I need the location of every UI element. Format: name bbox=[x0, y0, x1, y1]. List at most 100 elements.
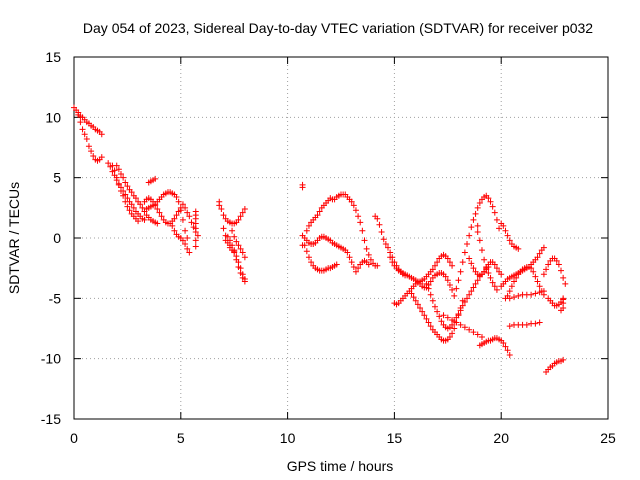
data-point-marker bbox=[158, 213, 165, 220]
data-point-marker bbox=[154, 220, 161, 227]
series-arc-34 bbox=[502, 288, 547, 302]
data-point-marker bbox=[506, 288, 513, 295]
data-point-marker bbox=[532, 290, 539, 297]
data-point-marker bbox=[553, 257, 560, 264]
data-point-marker bbox=[350, 202, 357, 209]
data-point-marker bbox=[122, 179, 129, 186]
series-arc-24 bbox=[408, 290, 466, 344]
data-point-marker bbox=[474, 331, 481, 338]
data-point-marker bbox=[466, 326, 473, 333]
data-point-marker bbox=[124, 183, 131, 190]
data-point-marker bbox=[455, 277, 462, 284]
data-point-marker bbox=[515, 292, 522, 299]
data-point-marker bbox=[141, 216, 148, 223]
data-point-marker bbox=[241, 276, 248, 283]
data-point-marker bbox=[352, 268, 359, 275]
data-point-marker bbox=[117, 171, 124, 178]
data-point-marker bbox=[491, 283, 498, 290]
y-tick-label: -15 bbox=[41, 411, 61, 427]
data-point-marker bbox=[387, 254, 394, 261]
data-point-marker bbox=[314, 212, 321, 219]
data-point-marker bbox=[491, 261, 498, 268]
data-point-marker bbox=[98, 154, 105, 161]
y-tick-label: 10 bbox=[45, 109, 61, 125]
series-arc-36 bbox=[540, 255, 569, 287]
series-arc-09 bbox=[169, 222, 193, 256]
axis-ticks: 0 5 10 15 20 25 -15 -10 -5 0 5 10 15 bbox=[41, 49, 616, 446]
series-arc-31 bbox=[498, 220, 522, 252]
data-point-marker bbox=[543, 266, 550, 273]
data-point-marker bbox=[169, 222, 176, 229]
data-point-marker bbox=[530, 268, 537, 275]
data-point-marker bbox=[474, 277, 481, 284]
data-point-marker bbox=[555, 261, 562, 268]
data-point-marker bbox=[348, 198, 355, 205]
x-tick-label: 20 bbox=[493, 430, 509, 446]
data-point-marker bbox=[235, 216, 242, 223]
data-point-marker bbox=[85, 143, 92, 150]
data-point-marker bbox=[389, 259, 396, 266]
data-point-marker bbox=[184, 235, 191, 241]
data-point-marker bbox=[457, 268, 464, 275]
data-point-marker bbox=[534, 254, 541, 261]
data-point-marker bbox=[474, 222, 481, 229]
data-point-marker bbox=[461, 249, 468, 256]
data-point-marker bbox=[156, 209, 163, 216]
data-point-marker bbox=[192, 237, 199, 244]
data-point-marker bbox=[186, 249, 193, 256]
data-point-marker bbox=[427, 323, 434, 330]
data-point-marker bbox=[446, 333, 453, 340]
data-point-marker bbox=[476, 237, 483, 244]
data-point-marker bbox=[380, 236, 387, 243]
data-point-marker bbox=[444, 314, 451, 321]
data-point-marker bbox=[429, 297, 436, 304]
data-point-marker bbox=[124, 195, 131, 202]
series-arc-05 bbox=[113, 162, 161, 227]
data-point-marker bbox=[378, 228, 385, 235]
series-arc-01 bbox=[71, 104, 105, 138]
data-point-marker bbox=[474, 228, 481, 235]
data-point-marker bbox=[137, 201, 144, 208]
series-arc-19 bbox=[299, 191, 381, 269]
data-point-marker bbox=[532, 320, 539, 327]
data-point-marker bbox=[481, 268, 488, 275]
data-point-marker bbox=[461, 298, 468, 305]
data-point-marker bbox=[504, 347, 511, 354]
data-point-marker bbox=[239, 249, 246, 256]
data-point-marker bbox=[130, 204, 137, 211]
series-arc-29 bbox=[440, 312, 485, 340]
data-point-marker bbox=[220, 225, 227, 232]
data-point-marker bbox=[545, 261, 552, 268]
series-arc-38 bbox=[543, 356, 567, 375]
data-point-marker bbox=[511, 294, 518, 301]
data-point-marker bbox=[374, 215, 381, 222]
data-point-marker bbox=[470, 265, 477, 272]
data-point-marker bbox=[333, 261, 340, 268]
data-point-marker bbox=[179, 237, 186, 244]
data-point-marker bbox=[455, 311, 462, 318]
data-point-marker bbox=[434, 259, 441, 266]
data-point-marker bbox=[412, 297, 419, 304]
data-point-marker bbox=[115, 181, 122, 188]
data-point-marker bbox=[361, 237, 368, 244]
data-point-marker bbox=[431, 303, 438, 310]
data-point-marker bbox=[506, 295, 513, 302]
data-points bbox=[71, 104, 569, 375]
series-arc-20 bbox=[303, 233, 372, 275]
data-point-marker bbox=[171, 215, 178, 222]
data-point-marker bbox=[173, 212, 180, 219]
data-point-marker bbox=[464, 295, 471, 302]
data-point-marker bbox=[182, 241, 189, 248]
data-point-marker bbox=[534, 278, 541, 285]
data-point-marker bbox=[348, 259, 355, 266]
data-point-marker bbox=[491, 209, 498, 216]
data-point-marker bbox=[493, 265, 500, 272]
data-point-marker bbox=[500, 222, 507, 229]
series-arc-35 bbox=[506, 319, 543, 330]
data-point-marker bbox=[117, 187, 124, 194]
data-point-marker bbox=[182, 204, 189, 211]
data-point-marker bbox=[414, 301, 421, 308]
data-point-marker bbox=[139, 204, 146, 211]
data-point-marker bbox=[506, 352, 513, 359]
